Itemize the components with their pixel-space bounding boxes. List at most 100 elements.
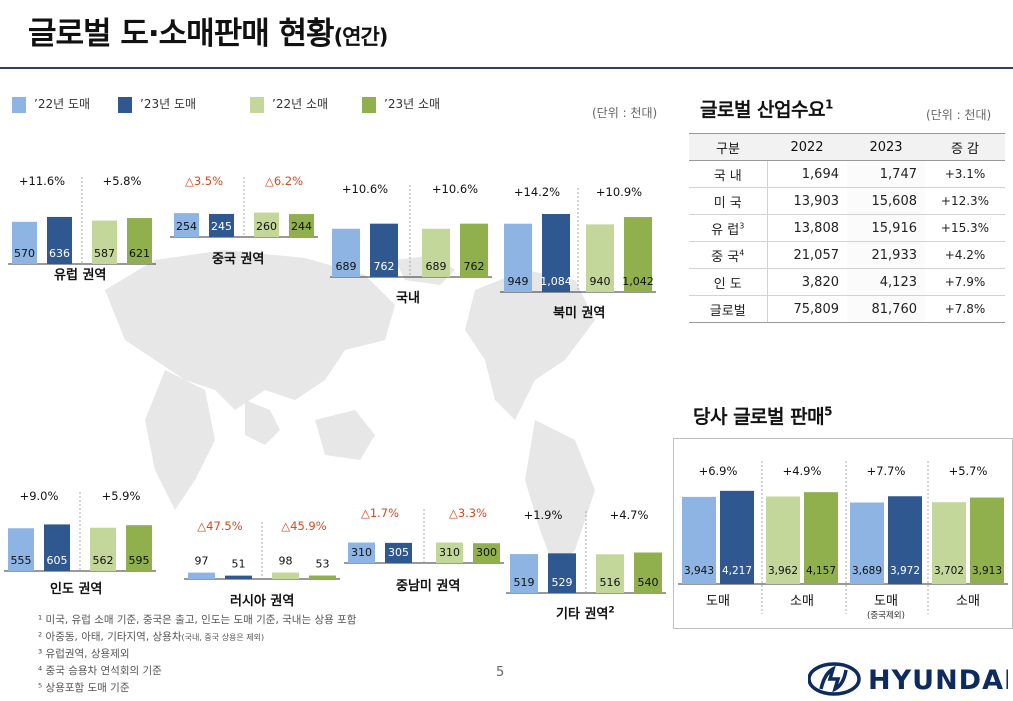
page-title: 글로벌 도·소매판매 현황(연간) [28,8,389,53]
value-label: 3,962 [768,565,798,577]
change-label: △3.5% [185,174,223,188]
sales-title-text: 당사 글로벌 판매 [693,406,825,428]
chart-north-america-svg: 949 1,084 940 1,042 +14.2% +10.9% [500,185,656,293]
legend-item-22-wholesale: ’22년 도매 [12,95,90,113]
group-sublabel: (중국제외) [867,610,905,621]
change-pct: +4.2% [925,241,1005,269]
bar-2 [44,524,70,571]
bar-7 [932,502,966,584]
group-label: 소매 [956,594,980,609]
value-2023: 81,760 [847,295,925,323]
region-label-china: 중국 권역 [212,252,265,267]
value-label: 4,157 [806,565,836,577]
value-label: 540 [638,576,659,589]
unit-label-right: (단위 : 천대) [926,108,992,122]
demand-title: 글로벌 산업수요1 [700,95,833,122]
group-label: 소매 [790,594,814,609]
sales-chart-svg: 3,943 4,217 3,962 4,157 3,689 3,972 3,702 3,913… [678,461,1008,621]
chart-europe: 570 636 587 621 +11.6% +5.8% [8,165,158,265]
hyundai-logo-image: HYUNDAI [807,662,1013,696]
row-category: 국 내 [689,160,768,188]
bar-2 [542,214,570,292]
value-2022: 1,694 [767,160,847,188]
bar-3 [586,224,614,292]
bar-8 [970,497,1004,584]
legend-label: ’23년 소매 [384,97,441,111]
value-label: 3,943 [684,565,714,577]
value-label: 3,702 [934,565,964,577]
change-label: +10.9% [596,185,642,199]
change-label: +10.6% [342,182,388,196]
footnote-5: ⁵ 상용포함 도매 기준 [38,682,130,694]
footnote-2-text: ² 아중동, 아태, 기타지역, 상용차 [38,631,182,643]
page-title-sub: (연간) [333,25,389,49]
footnote-3: ³ 유럽권역, 상용제외 [38,648,130,660]
change-pct: +12.3% [925,187,1005,215]
bar-1 [348,542,375,563]
bar-2 [720,490,754,584]
row-category: 유 럽3 [689,214,768,242]
change-pct: +7.8% [925,295,1005,323]
page-title-main: 글로벌 도·소매판매 현황 [28,16,335,52]
value-2022: 13,903 [767,187,847,215]
value-label: 762 [374,260,395,273]
value-label: 4,217 [722,565,752,577]
value-label: 245 [211,220,232,233]
value-2022: 3,820 [767,268,847,296]
bar-3 [766,496,800,584]
footnotes: ¹ 미국, 유럽 소매 기준, 중국은 출고, 인도는 도매 기준, 국내는 상… [38,612,356,697]
legend-swatch [118,96,132,113]
table-row: 유 럽3 13,808 15,916 +15.3% [689,214,1005,242]
hyundai-logo: HYUNDAI [807,662,1013,700]
bar-4 [289,214,314,237]
change-label: △47.5% [197,519,242,533]
region-label-latin-america: 중남미 권역 [396,579,461,594]
change-label: +6.9% [699,464,738,478]
value-label: 516 [600,576,621,589]
value-label: 519 [514,576,535,589]
value-label: 555 [11,554,32,567]
value-label: 762 [464,260,485,273]
row-category: 중 국4 [689,241,768,269]
value-label: 940 [590,275,611,288]
table-row: 글로벌 75,809 81,760 +7.8% [689,295,1005,323]
value-2023: 15,608 [847,187,925,215]
legend-item-23-wholesale: ’23년 도매 [118,95,196,113]
chart-others: 519 529 516 540 +1.9% +4.7% [506,503,666,595]
region-label-europe: 유럽 권역 [54,268,107,283]
chart-europe-svg: 570 636 587 621 +11.6% +5.8% [8,174,156,265]
value-2022: 13,808 [767,214,847,242]
legend-swatch [12,96,26,113]
row-category-text: 글로벌 [709,303,746,319]
value-label: 529 [552,576,573,589]
value-label: 949 [508,275,529,288]
table-row: 국 내 1,694 1,747 +3.1% [689,160,1005,188]
change-label: +10.6% [432,182,478,196]
sales-chart-box: 3,943 4,217 3,962 4,157 3,689 3,972 3,702 3,913… [673,438,1013,629]
chart-china: 254 245 260 244 △3.5% △6.2% [170,165,320,240]
value-label: 310 [439,546,460,559]
value-label: 605 [47,554,68,567]
bar-1 [188,572,215,579]
row-category-text: 유 럽 [711,222,740,238]
page-number: 5 [496,665,505,680]
change-label: +5.7% [949,464,988,478]
bar-4 [804,492,838,584]
value-label: 3,689 [852,565,882,577]
row-category: 미 국 [689,187,768,215]
value-2022: 75,809 [767,295,847,323]
legend-label: ’23년 도매 [140,97,197,111]
table-row: 중 국4 21,057 21,933 +4.2% [689,241,1005,269]
header-cell: 증 감 [925,133,1005,161]
legend-swatch [250,96,264,113]
bar-5 [850,502,884,584]
bar-2 [47,216,72,264]
bar-4 [473,543,500,563]
chart-latin-america-svg: 310 305 310 300 △1.7% △3.3% [344,506,504,564]
chart-latin-america: 310 305 310 300 △1.7% △3.3% [344,493,504,565]
bar-4 [624,217,652,292]
row-category: 인 도 [689,268,768,296]
chart-korea: 689 762 689 762 +10.6% +10.6% [330,175,492,280]
chart-china-svg: 254 245 260 244 △3.5% △6.2% [170,174,318,238]
chart-north-america: 949 1,084 940 1,042 +14.2% +10.9% [500,178,660,293]
